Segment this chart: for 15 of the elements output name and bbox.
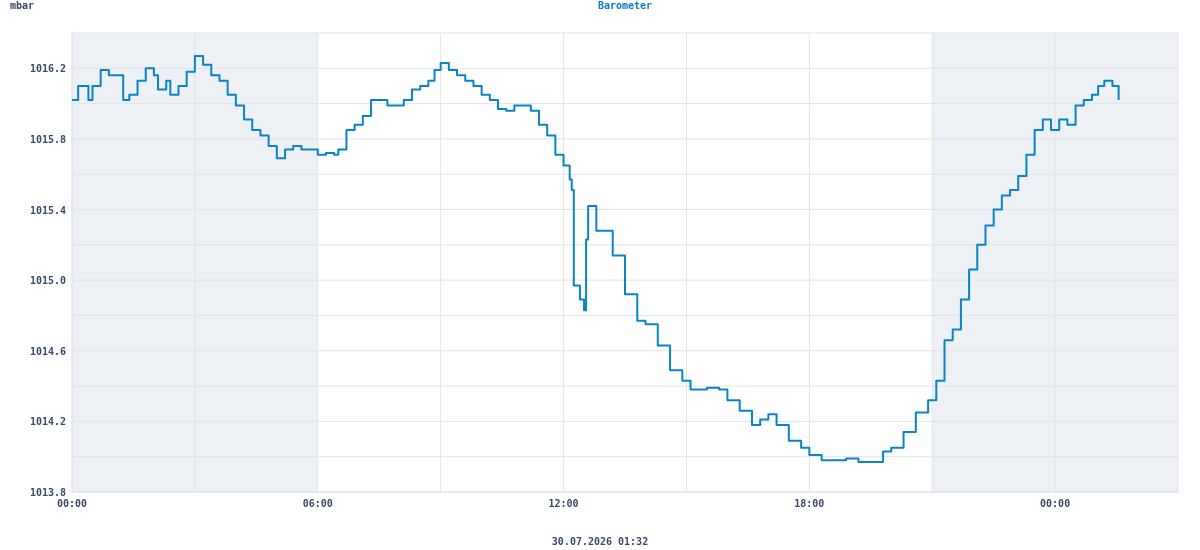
- y-tick-label: 1014.6: [29, 345, 66, 357]
- y-tick-label: 1014.2: [29, 416, 66, 428]
- text: 30.07.2026 01:32: [551, 536, 649, 547]
- x-tick-label: 00:00: [56, 498, 88, 509]
- chart-title: Barometer: [597, 0, 653, 11]
- y-tick-label: 1015.4: [29, 204, 66, 216]
- x-tick-label: 00:00: [1040, 498, 1071, 509]
- y-tick-label: 1015.8: [29, 133, 66, 145]
- x-tick-label: 06:00: [302, 498, 333, 509]
- x-tick-label: 18:00: [794, 498, 825, 509]
- y-tick-label: 1015.0: [29, 275, 66, 287]
- y-tick-label: 1013.8: [29, 487, 66, 498]
- x-tick-label: 12:00: [548, 498, 579, 509]
- y-tick-label: 1016.2: [29, 63, 66, 75]
- y-axis-title: mbar: [10, 0, 35, 11]
